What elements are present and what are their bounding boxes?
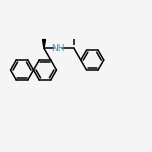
Text: NH: NH bbox=[51, 44, 64, 53]
Polygon shape bbox=[43, 40, 45, 48]
